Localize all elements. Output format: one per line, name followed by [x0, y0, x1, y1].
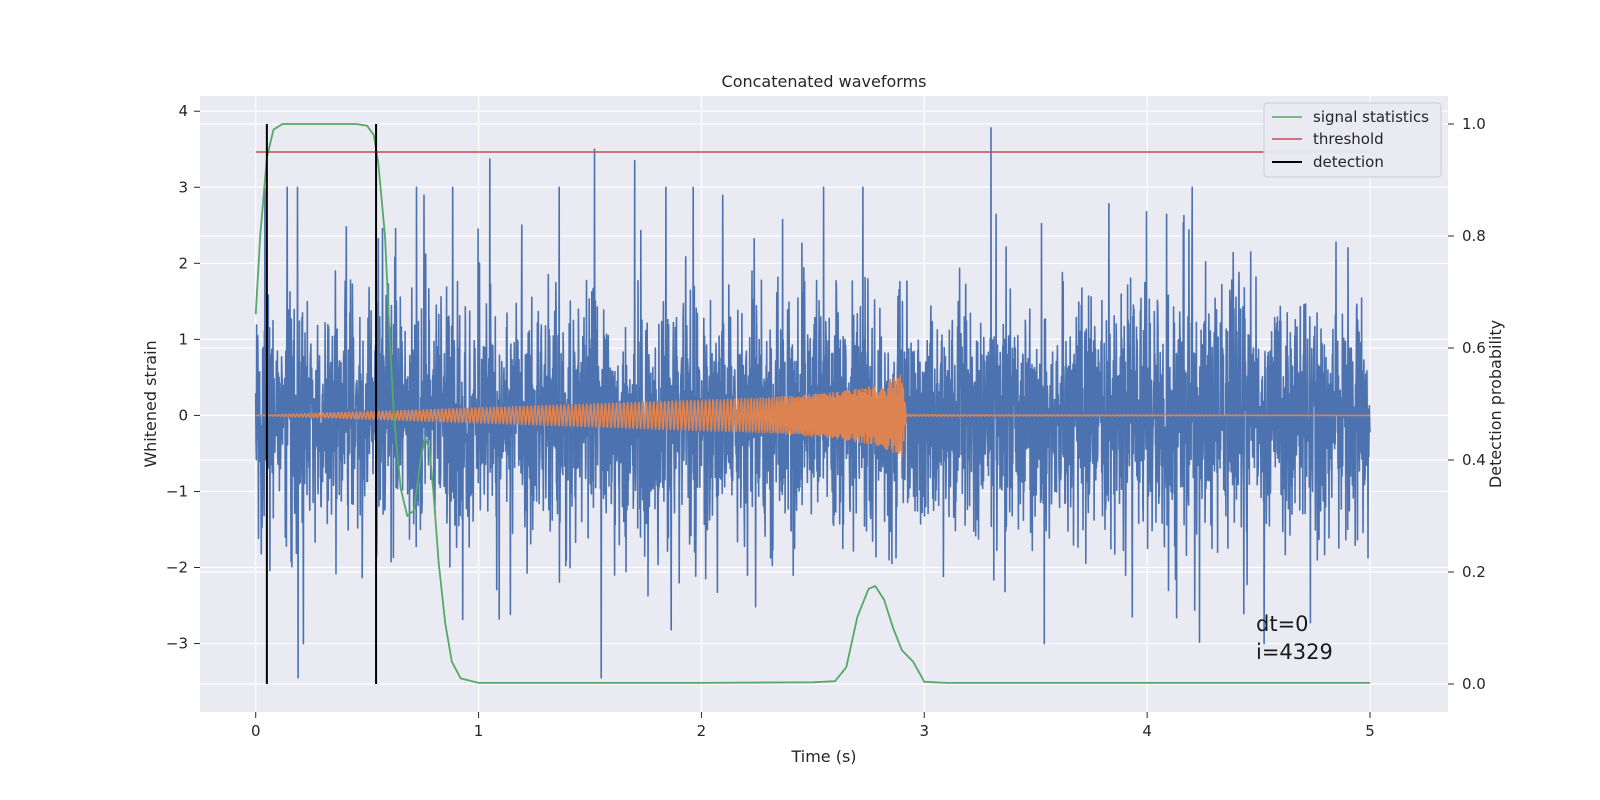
x-tick-label: 4	[1142, 722, 1152, 740]
x-tick-label: 3	[920, 722, 930, 740]
chart-title: Concatenated waveforms	[722, 72, 927, 91]
legend-label-signal-statistics: signal statistics	[1313, 108, 1429, 126]
x-tick-label: 2	[697, 722, 707, 740]
legend-label-threshold: threshold	[1313, 130, 1384, 148]
x-tick-label: 0	[251, 722, 261, 740]
strain-series-line	[254, 127, 1371, 679]
legend-label-detection: detection	[1313, 153, 1384, 171]
x-tick-label: 1	[474, 722, 484, 740]
signal-statistics-line	[254, 123, 1370, 684]
x-axis-label: Time (s)	[790, 747, 856, 766]
plot-area	[254, 123, 1371, 684]
annotation-index: i=4329	[1256, 640, 1333, 664]
axes: 0 1 2 3 4 5 −3 −2 −1 0 1 2 3 4 0.0 0.2 0.4 0.6 0.8 1.0	[166, 102, 1486, 740]
y-tick-label: −3	[166, 635, 188, 653]
legend-box	[1263, 102, 1442, 178]
y-tick-label: −1	[166, 482, 188, 500]
y-tick-label: −2	[166, 559, 188, 577]
legend: signal statistics threshold detection	[1263, 102, 1442, 178]
y-axis-label: Whitened strain	[141, 340, 160, 467]
y-tick-label: 4	[178, 102, 188, 120]
y2-axis-label: Detection probability	[1486, 320, 1505, 488]
y2-tick-label: 0.8	[1462, 227, 1486, 245]
y-tick-label: 3	[178, 178, 188, 196]
y2-tick-label: 0.0	[1462, 675, 1486, 693]
y-tick-label: 0	[178, 406, 188, 424]
waveform-series-line	[255, 374, 1371, 458]
annotation-dt: dt=0	[1256, 612, 1309, 636]
x-tick-label: 5	[1365, 722, 1375, 740]
y2-tick-label: 1.0	[1462, 115, 1486, 133]
y-tick-label: 1	[178, 330, 188, 348]
y-tick-label: 2	[178, 254, 188, 272]
y2-tick-label: 0.6	[1462, 339, 1486, 357]
y2-tick-label: 0.2	[1462, 563, 1486, 581]
y2-tick-label: 0.4	[1462, 451, 1486, 469]
